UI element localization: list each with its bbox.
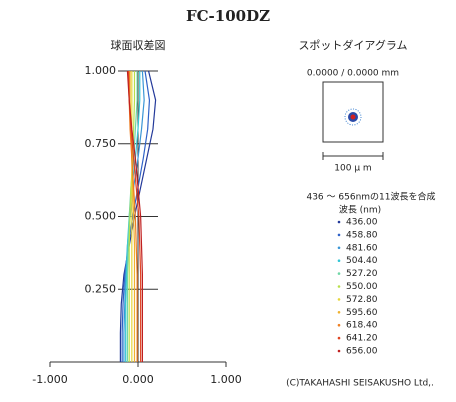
- plot-title: 球面収差図: [111, 38, 166, 52]
- legend-label: 436.00: [346, 218, 378, 228]
- spot-center: [350, 114, 356, 120]
- note: 436 ～ 656nmの11波長を合成: [306, 191, 435, 203]
- y-tick-label: 0.750: [85, 137, 117, 150]
- spot-title: スポットダイアグラム: [298, 38, 407, 52]
- aberration-curve: [121, 70, 151, 362]
- spot-ring: [344, 108, 362, 126]
- x-tick-label: -1.000: [32, 373, 67, 386]
- legend-label: 481.60: [346, 243, 378, 253]
- legend-label: 656.00: [346, 347, 378, 357]
- legend-marker: [337, 272, 341, 275]
- legend-label: 595.60: [346, 308, 378, 318]
- x-tick-label: 0.000: [122, 373, 154, 386]
- legend-label: 527.20: [346, 269, 378, 279]
- legend-label: 504.40: [346, 256, 378, 266]
- y-tick-label: 1.000: [85, 64, 117, 77]
- legend-label: 641.20: [346, 334, 378, 344]
- aberration-curve: [128, 71, 136, 362]
- aberration-curve: [119, 70, 157, 362]
- spot-position: 0.0000 / 0.0000 mm: [307, 69, 399, 79]
- chart-title: FC-100DZ: [186, 7, 270, 25]
- x-tick-label: 1.000: [210, 373, 242, 386]
- legend-marker: [337, 220, 341, 224]
- legend-label: 572.80: [346, 295, 378, 305]
- legend-marker: [337, 323, 341, 327]
- spot-box: [322, 81, 384, 143]
- y-tick-label: 0.250: [85, 282, 117, 295]
- y-tick-label: 0.500: [85, 210, 117, 223]
- aberration-curve: [126, 71, 138, 362]
- legend-marker: [337, 298, 341, 301]
- aberration-curve: [126, 70, 143, 362]
- spot: [344, 108, 362, 126]
- legend-marker: [337, 349, 341, 353]
- legend-marker: [337, 233, 341, 237]
- legend-marker: [337, 336, 341, 340]
- legend-marker: [337, 259, 341, 263]
- copyright: (C)TAKAHASHI SEISAKUSHO Ltd,.: [286, 379, 434, 389]
- legend-label: 550.00: [346, 282, 378, 292]
- legend-marker: [337, 285, 341, 288]
- legend-title: 波長 (nm): [339, 204, 381, 216]
- legend-marker: [337, 246, 341, 250]
- legend-label: 458.80: [346, 230, 378, 240]
- legend-marker: [337, 311, 341, 314]
- legend-label: 618.40: [346, 321, 378, 331]
- scale-label: 100 μ m: [334, 164, 371, 174]
